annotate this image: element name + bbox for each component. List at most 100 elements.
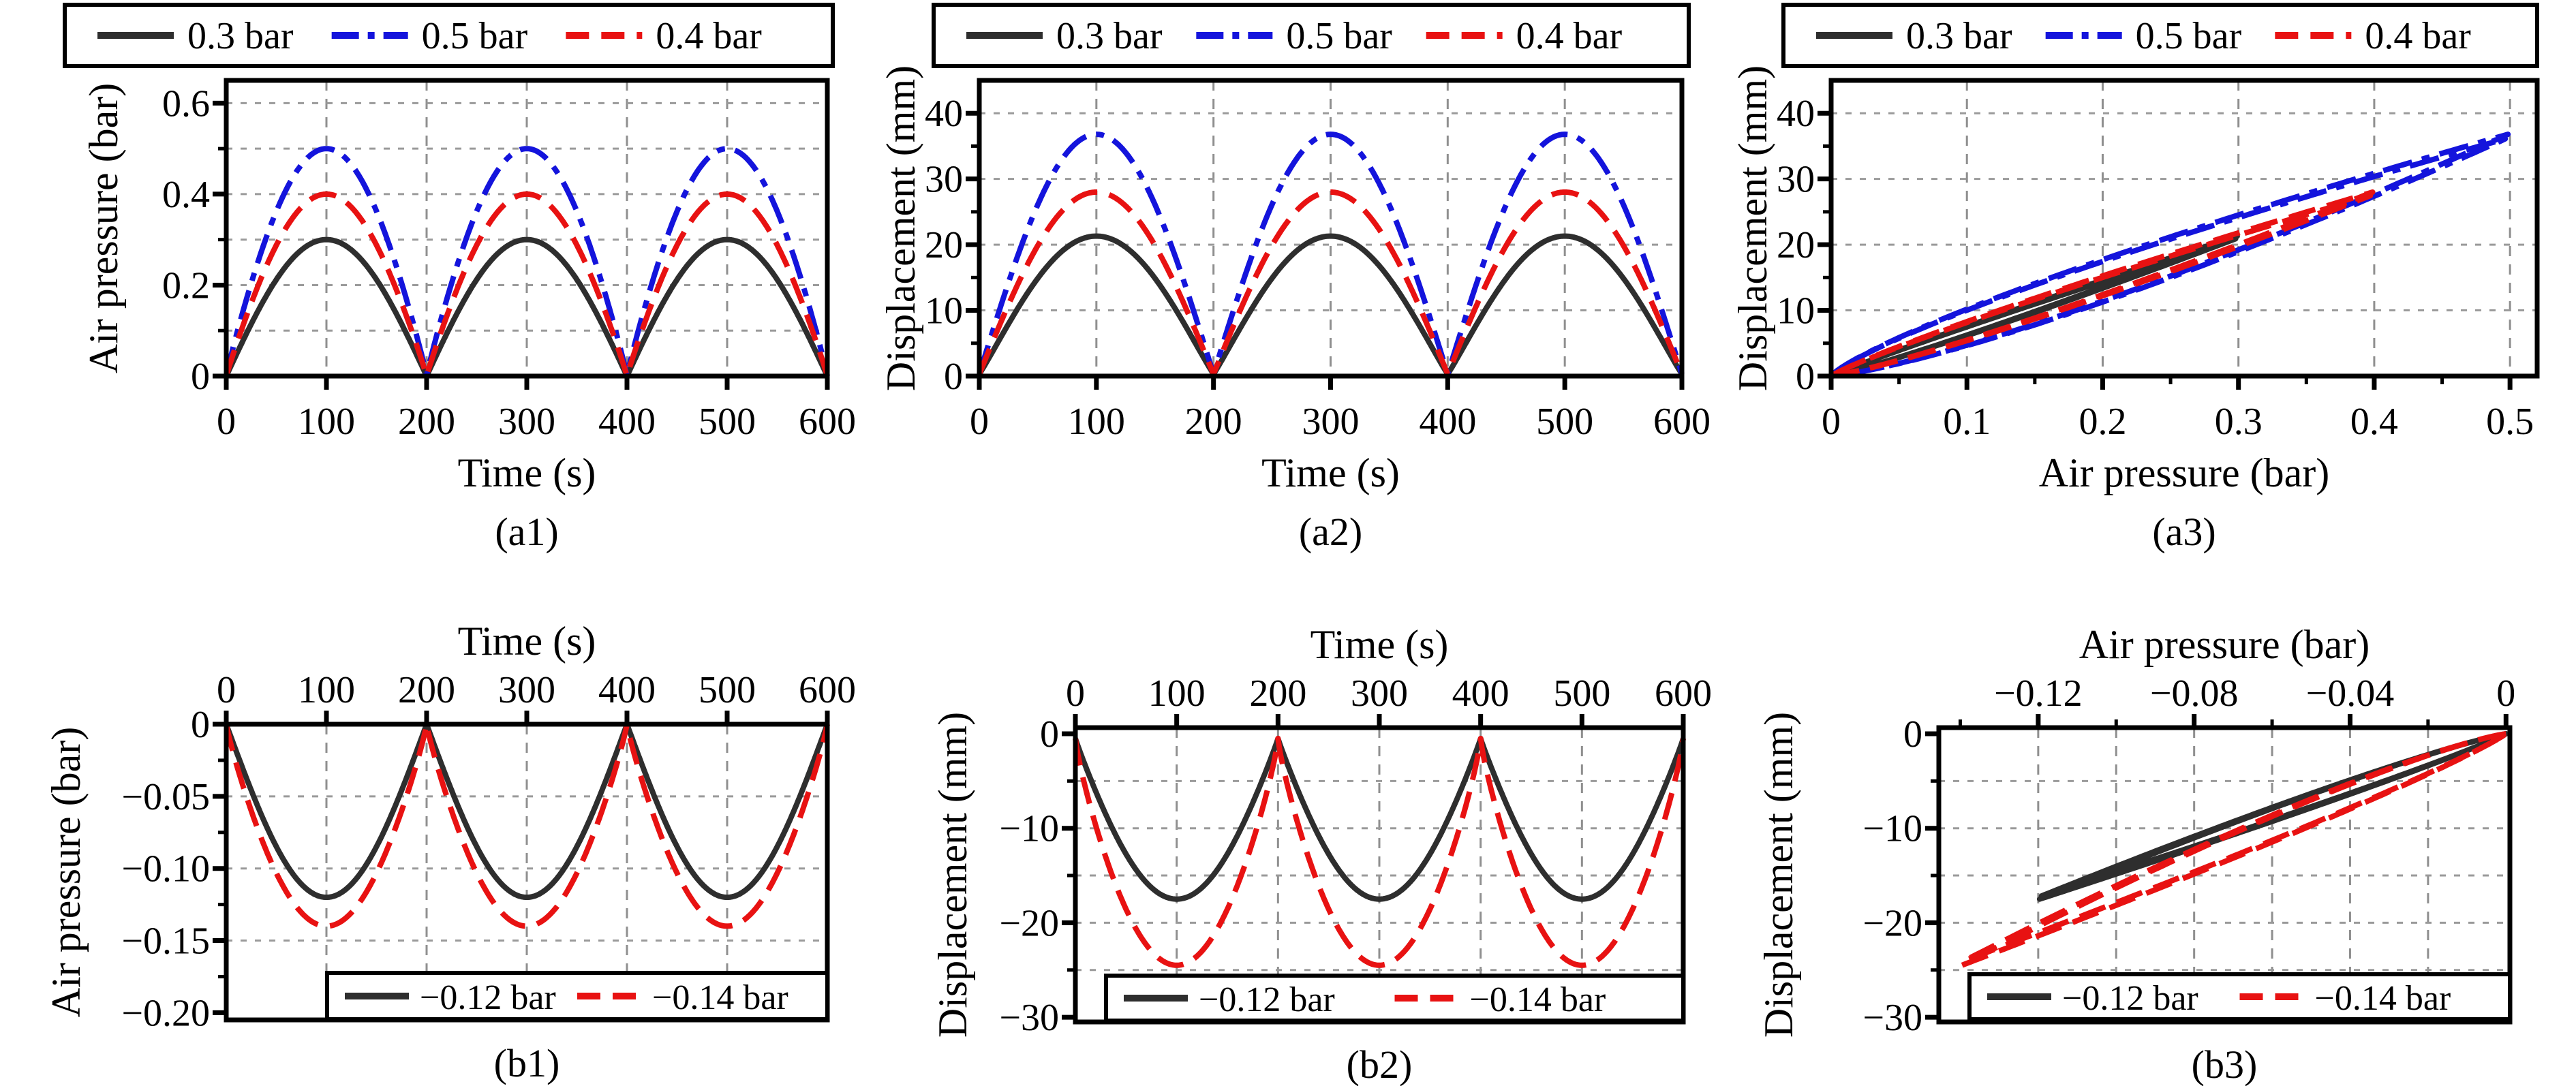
svg-text:−0.08: −0.08 <box>2150 672 2239 715</box>
gridlines-b2 <box>1075 728 1683 1022</box>
svg-text:200: 200 <box>398 401 455 443</box>
caption-b1: (b1) <box>494 1041 560 1085</box>
svg-text:300: 300 <box>498 401 555 443</box>
svg-text:0.4: 0.4 <box>162 174 210 216</box>
legend-box <box>1104 974 1685 1023</box>
svg-text:600: 600 <box>1655 672 1712 715</box>
axes-a2: 0 100 200 300 400 500 600 0 10 20 30 40 Time (s) Disp… <box>878 65 1711 554</box>
series-line-−0.14-bar <box>1959 731 2509 968</box>
y-axis-label: Displacement (mm) <box>1730 65 1775 391</box>
svg-text:200: 200 <box>1185 401 1242 443</box>
svg-text:400: 400 <box>598 401 656 443</box>
legend-a2: 0.3 bar 0.5 bar 0.4 bar <box>932 3 1691 68</box>
svg-text:600: 600 <box>799 669 856 711</box>
caption-a3: (a3) <box>2152 510 2215 554</box>
svg-text:40: 40 <box>1777 93 1815 135</box>
legend-label: −0.14 bar <box>2315 979 2451 1018</box>
series-line-0.5-bar <box>977 131 1685 377</box>
svg-text:0.6: 0.6 <box>162 82 210 125</box>
axes-b1: 0 100 200 300 400 500 600 0 −0.05 −0.10 −0.15 −0.20… <box>44 619 856 1085</box>
legend-label: −0.12 bar <box>1199 980 1335 1019</box>
caption-b2: (b2) <box>1347 1042 1413 1086</box>
legend-label: 0.5 bar <box>422 15 528 57</box>
series-line-−0.12-bar <box>1073 735 1686 902</box>
series-a3 <box>1828 131 2511 379</box>
plot-frame <box>1828 78 2540 379</box>
caption-a2: (a2) <box>1299 510 1362 554</box>
svg-text:500: 500 <box>1553 672 1610 715</box>
y-axis-label: Air pressure (bar) <box>81 83 126 373</box>
svg-text:0: 0 <box>217 669 236 711</box>
legend-label: 0.3 bar <box>187 15 294 57</box>
x-axis-label: Time (s) <box>1310 622 1449 667</box>
svg-text:0.5: 0.5 <box>2486 401 2534 443</box>
legend-label: −0.12 bar <box>420 978 556 1017</box>
svg-text:100: 100 <box>1148 672 1206 715</box>
legend-a3: 0.3 bar 0.5 bar 0.4 bar <box>1781 3 2539 68</box>
svg-text:0: 0 <box>1796 356 1815 398</box>
series-line-0.4-bar <box>224 191 830 379</box>
axes-b3: −0.12 −0.08 −0.04 0 0 −10 −20 −30 Air pressure (… <box>1756 622 2515 1086</box>
panel-b2: 0 100 200 300 400 500 600 0 −10 −20 −30 Time (s) Dis… <box>930 622 1712 1086</box>
svg-text:0: 0 <box>191 704 210 746</box>
svg-text:−20: −20 <box>999 902 1059 944</box>
series-line-−0.14-bar <box>224 722 830 929</box>
legend-a1: 0.3 bar 0.5 bar 0.4 bar <box>63 3 835 68</box>
svg-text:0.2: 0.2 <box>162 264 210 307</box>
legend-label: 0.4 bar <box>2365 15 2471 57</box>
legend-label: 0.5 bar <box>2136 15 2242 57</box>
x-axis-label: Air pressure (bar) <box>2079 622 2370 667</box>
svg-text:30: 30 <box>925 159 963 201</box>
svg-text:500: 500 <box>699 669 756 711</box>
svg-text:−0.04: −0.04 <box>2306 672 2395 715</box>
series-b2 <box>1073 735 1686 968</box>
y-axis-label: Air pressure (bar) <box>44 727 89 1017</box>
series-a2 <box>977 131 1685 377</box>
legend-label: −0.14 bar <box>1470 980 1606 1019</box>
series-a1 <box>224 146 830 379</box>
caption-a1: (a1) <box>495 510 558 554</box>
series-line-0.3-bar <box>224 236 830 379</box>
series-line-−0.14-bar <box>1073 735 1686 968</box>
svg-text:10: 10 <box>925 290 963 332</box>
panel-b1: 0 100 200 300 400 500 600 0 −0.05 −0.10 −0.15 −0.20… <box>44 619 856 1085</box>
svg-text:0.2: 0.2 <box>2079 401 2126 443</box>
series-line-0.3-bar <box>977 233 1685 377</box>
svg-text:600: 600 <box>1653 401 1711 443</box>
legend-label: −0.12 bar <box>2062 979 2198 1018</box>
legend-label: 0.3 bar <box>1906 15 2012 57</box>
legend-label: −0.14 bar <box>652 978 788 1017</box>
svg-text:−30: −30 <box>1862 997 1922 1039</box>
svg-text:20: 20 <box>1777 224 1815 266</box>
svg-text:100: 100 <box>298 669 355 711</box>
svg-text:300: 300 <box>498 669 555 711</box>
svg-text:−0.10: −0.10 <box>121 848 210 890</box>
svg-text:100: 100 <box>1068 401 1125 443</box>
svg-text:0: 0 <box>2496 672 2515 715</box>
y-axis-label: Displacement (mm) <box>1756 712 1801 1038</box>
svg-text:10: 10 <box>1777 290 1815 332</box>
gridlines-b1 <box>226 724 827 1020</box>
svg-text:300: 300 <box>1302 401 1360 443</box>
caption-b3: (b3) <box>2192 1042 2258 1086</box>
svg-text:−10: −10 <box>999 808 1059 850</box>
svg-text:100: 100 <box>298 401 355 443</box>
legend-box <box>932 3 1691 68</box>
svg-text:0: 0 <box>217 401 236 443</box>
legend-b1: −0.12 bar −0.14 bar <box>325 971 829 1021</box>
x-axis-label: Time (s) <box>1261 450 1400 495</box>
series-line-0.5-bar <box>224 146 830 379</box>
svg-text:−0.12: −0.12 <box>1994 672 2083 715</box>
svg-text:0.4: 0.4 <box>2350 401 2398 443</box>
svg-text:400: 400 <box>1452 672 1509 715</box>
axes-b2: 0 100 200 300 400 500 600 0 −10 −20 −30 Time (s) Dis… <box>930 622 1712 1086</box>
series-line-0.3-bar <box>1828 233 2240 379</box>
svg-text:0.3: 0.3 <box>2215 401 2263 443</box>
svg-text:500: 500 <box>1536 401 1593 443</box>
svg-text:−30: −30 <box>999 997 1059 1039</box>
svg-text:0: 0 <box>944 356 963 398</box>
legend-label: 0.5 bar <box>1286 15 1392 57</box>
svg-text:300: 300 <box>1351 672 1408 715</box>
svg-text:0: 0 <box>1040 713 1059 756</box>
